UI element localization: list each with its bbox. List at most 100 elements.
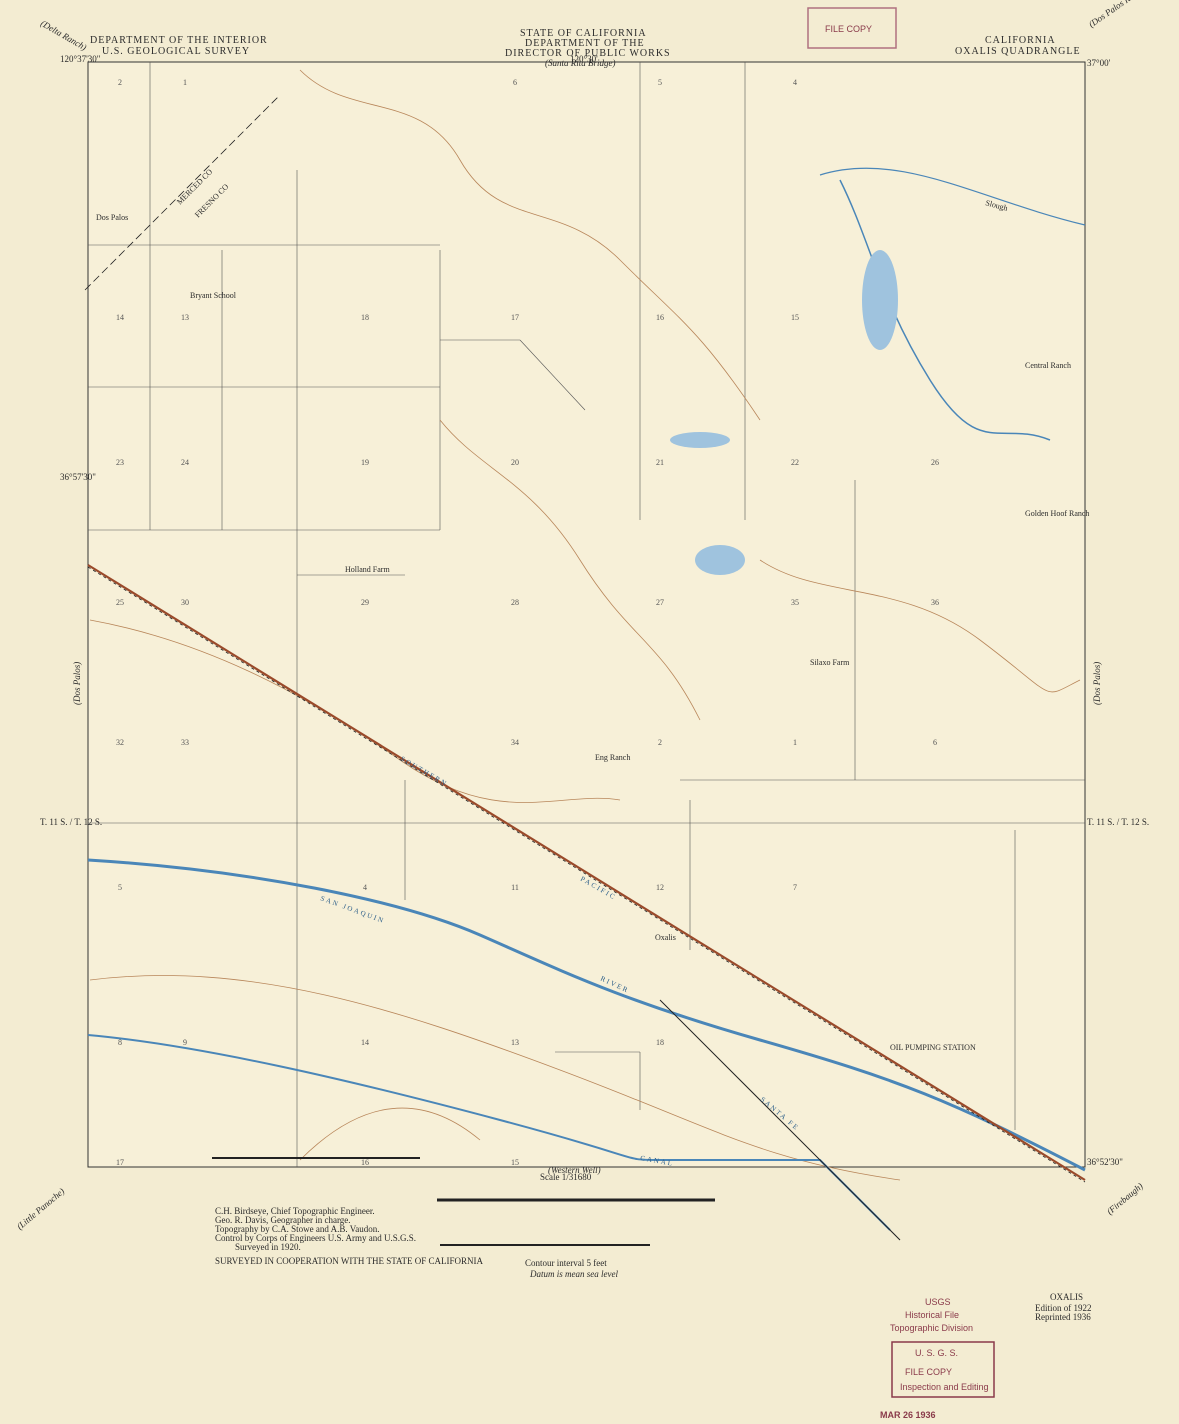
- section-number: 22: [791, 458, 799, 467]
- section-number: 5: [658, 78, 662, 87]
- coordinate: 37°00': [1087, 58, 1111, 68]
- section-number: 23: [116, 458, 124, 467]
- santa-fe-railroad: [659, 999, 901, 1241]
- section-number: 14: [116, 313, 124, 322]
- contours: [89, 69, 1081, 1181]
- railroad: [87, 564, 1086, 1181]
- place-label: Eng Ranch: [595, 753, 630, 762]
- section-number: 27: [656, 598, 664, 607]
- stamp-text: Historical File: [905, 1310, 959, 1320]
- header-text: (Santa Rita Bridge): [545, 58, 616, 68]
- header-text: DIRECTOR OF PUBLIC WORKS: [505, 48, 671, 59]
- section-number: 9: [183, 1038, 187, 1047]
- map-frame: [87, 61, 1086, 1168]
- margin-label: T. 11 S. / T. 12 S.: [1087, 817, 1149, 827]
- edition: Reprinted 1936: [1035, 1312, 1091, 1322]
- coordinate: 36°57'30": [60, 472, 96, 482]
- section-number: 6: [933, 738, 937, 747]
- header-text: U.S. GEOLOGICAL SURVEY: [102, 46, 250, 57]
- section-number: 4: [363, 883, 367, 892]
- margin-label: (Western Well): [548, 1165, 601, 1175]
- stamp-text: USGS: [925, 1297, 951, 1307]
- section-number: 1: [183, 78, 187, 87]
- section-number: 15: [791, 313, 799, 322]
- coordinate: 120°37'30": [60, 54, 101, 64]
- scale-label: Scale 1/31680: [540, 1172, 592, 1182]
- section-number: 16: [656, 313, 664, 322]
- credit: Surveyed in 1920.: [235, 1242, 301, 1252]
- section-number: 17: [511, 313, 519, 322]
- place-label: OIL PUMPING STATION: [890, 1043, 976, 1052]
- county-line: [84, 94, 281, 291]
- quad-name: OXALIS: [1050, 1292, 1083, 1302]
- edition: Edition of 1922: [1035, 1303, 1092, 1313]
- place-label: Holland Farm: [345, 565, 390, 574]
- section-number: 5: [118, 883, 122, 892]
- section-number: 19: [361, 458, 369, 467]
- stamp-box: [891, 1341, 995, 1398]
- section-number: 1: [793, 738, 797, 747]
- place-label: Oxalis: [655, 933, 676, 942]
- section-number: 2: [118, 78, 122, 87]
- section-number: 35: [791, 598, 799, 607]
- section-number: 18: [656, 1038, 664, 1047]
- stamp-text: Inspection and Editing: [900, 1382, 989, 1392]
- section-number: 17: [116, 1158, 124, 1167]
- stamp-text: MAR 26 1936: [880, 1410, 936, 1420]
- section-number: 20: [511, 458, 519, 467]
- credit: Topography by C.A. Stowe and A.B. Vaudon…: [215, 1224, 379, 1234]
- datum-label: Datum is mean sea level: [529, 1269, 618, 1279]
- stamp-text: FILE COPY: [905, 1367, 952, 1377]
- section-number: 25: [116, 598, 124, 607]
- section-number: 4: [793, 78, 797, 87]
- section-number: 8: [118, 1038, 122, 1047]
- section-number: 15: [511, 1158, 519, 1167]
- credit: C.H. Birdseye, Chief Topographic Enginee…: [215, 1206, 375, 1216]
- section-number: 2: [658, 738, 662, 747]
- section-grid: [88, 62, 1085, 1167]
- margin-label: (Dos Palos): [1092, 662, 1102, 705]
- section-number: 7: [793, 883, 797, 892]
- credit: SURVEYED IN COOPERATION WITH THE STATE O…: [215, 1256, 483, 1266]
- section-number: 6: [513, 78, 517, 87]
- stamp-text: FILE COPY: [825, 24, 872, 34]
- section-number: 18: [361, 313, 369, 322]
- margin-label: (Dos Palos): [72, 662, 82, 705]
- section-number: 29: [361, 598, 369, 607]
- section-number: 24: [181, 458, 189, 467]
- section-number: 13: [511, 1038, 519, 1047]
- section-number: 33: [181, 738, 189, 747]
- credit: Control by Corps of Engineers U.S. Army …: [215, 1233, 416, 1243]
- place-label: Central Ranch: [1025, 361, 1071, 370]
- credit: Geo. R. Davis, Geographer in charge.: [215, 1215, 351, 1225]
- place-label: Golden Hoof Ranch: [1025, 509, 1089, 518]
- header-text: DEPARTMENT OF THE INTERIOR: [90, 35, 268, 46]
- section-number: 13: [181, 313, 189, 322]
- header-text: CALIFORNIA: [985, 35, 1056, 46]
- section-number: 21: [656, 458, 664, 467]
- margin-label: T. 11 S. / T. 12 S.: [40, 817, 102, 827]
- stamp-text: Topographic Division: [890, 1323, 973, 1333]
- section-number: 36: [931, 598, 939, 607]
- section-number: 28: [511, 598, 519, 607]
- section-number: 12: [656, 883, 664, 892]
- stamp-text: U. S. G. S.: [915, 1348, 958, 1358]
- water: [87, 167, 1086, 1231]
- coordinate: 120°30': [570, 54, 598, 64]
- section-number: 34: [511, 738, 519, 747]
- header-text: DEPARTMENT OF THE: [525, 38, 645, 49]
- contour-label: Contour interval 5 feet: [525, 1258, 607, 1268]
- place-label: Silaxo Farm: [810, 658, 850, 667]
- stamp-box: [807, 7, 897, 49]
- section-number: 30: [181, 598, 189, 607]
- header-text: OXALIS QUADRANGLE: [955, 46, 1081, 57]
- section-number: 16: [361, 1158, 369, 1167]
- place-label: Dos Palos: [96, 213, 128, 222]
- section-number: 14: [361, 1038, 369, 1047]
- section-number: 26: [931, 458, 939, 467]
- place-label: Bryant School: [190, 291, 237, 300]
- section-number: 11: [511, 883, 519, 892]
